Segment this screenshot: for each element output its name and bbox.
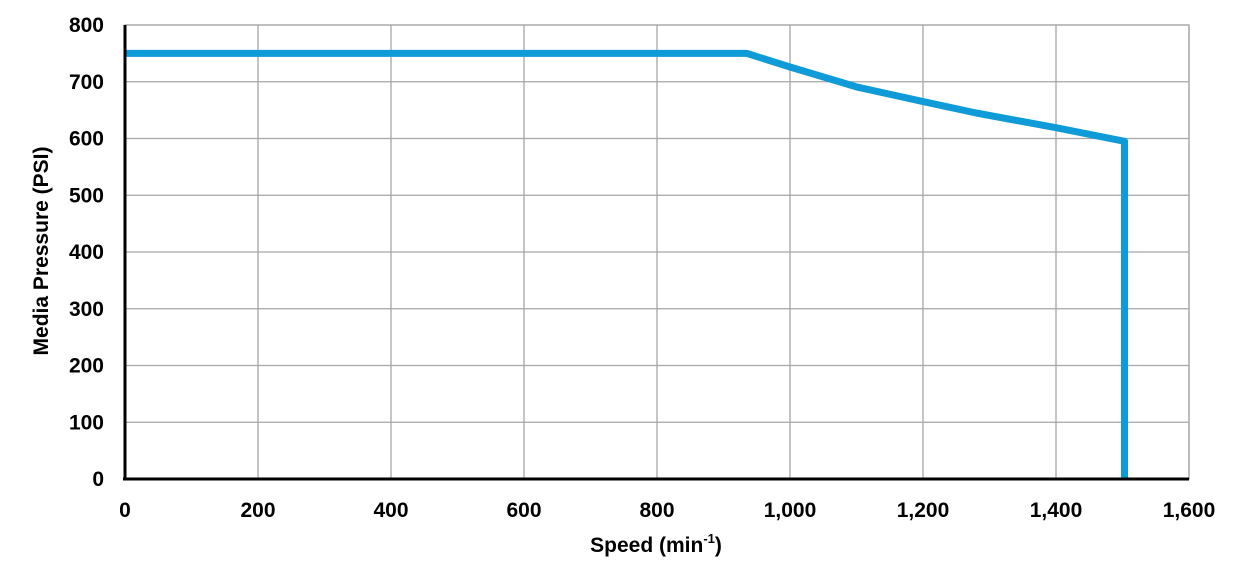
y-tick-label: 100 [69,411,104,434]
y-tick-label: 200 [69,355,104,378]
y-tick-label: 400 [69,241,104,264]
x-tick-labels: 0 200 400 600 800 1,000 1,200 1,400 1,600 [119,499,1215,522]
x-axis-title-suffix: ) [715,534,722,557]
x-axis-title-superscript: -1 [703,531,715,546]
x-tick-label: 600 [506,499,541,522]
y-tick-label: 300 [69,298,104,321]
grid [124,24,1190,480]
series-line-0 [125,49,1128,479]
y-tick-label: 500 [69,184,104,207]
x-axis-title: Speed (min-1) [590,531,722,557]
y-tick-label: 0 [92,468,104,491]
x-tick-label: 1,000 [764,499,817,522]
y-tick-label: 600 [69,128,104,151]
x-tick-label: 200 [240,499,275,522]
y-tick-label: 800 [69,14,104,37]
series-layer [125,49,1128,479]
y-tick-labels: 0 100 200 300 400 500 600 700 800 [69,14,104,491]
x-tick-label: 0 [119,499,131,522]
x-tick-label: 800 [639,499,674,522]
axes [123,25,1189,481]
x-tick-label: 1,400 [1030,499,1083,522]
x-tick-label: 1,200 [897,499,950,522]
x-tick-label: 400 [373,499,408,522]
y-tick-label: 700 [69,71,104,94]
x-axis-title-main: Speed (min [590,534,703,557]
x-tick-label: 1,600 [1163,499,1216,522]
y-axis-title: Media Pressure (PSI) [30,147,53,356]
